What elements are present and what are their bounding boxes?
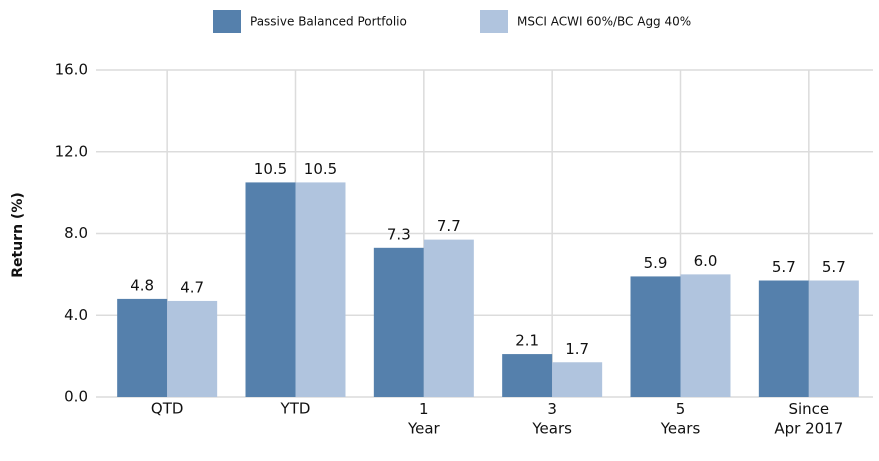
bar	[552, 362, 603, 397]
y-tick-label: 0.0	[64, 388, 88, 406]
data-label: 10.5	[254, 160, 287, 178]
data-label: 10.5	[304, 160, 337, 178]
x-tick-label: YTD	[280, 400, 311, 418]
data-label: 5.7	[822, 258, 846, 276]
data-label: 4.7	[180, 278, 204, 296]
legend-label: MSCI ACWI 60%/BC Agg 40%	[517, 15, 691, 29]
data-label: 2.1	[515, 332, 539, 350]
data-label: 4.8	[130, 276, 154, 294]
bar	[758, 280, 809, 397]
bar	[630, 276, 681, 397]
bar	[808, 280, 859, 397]
y-tick-label: 16.0	[55, 61, 88, 79]
bar	[373, 247, 424, 397]
data-label: 7.7	[437, 217, 461, 235]
x-tick-label: QTD	[151, 400, 184, 418]
bar	[117, 298, 168, 397]
data-label: 1.7	[565, 340, 589, 358]
data-label: 6.0	[694, 252, 718, 270]
legend-label: Passive Balanced Portfolio	[250, 15, 407, 29]
data-label: 7.3	[387, 225, 411, 243]
bar	[423, 239, 474, 397]
x-tick-label: 1 Year	[407, 400, 441, 438]
legend-swatch	[213, 10, 241, 33]
y-tick-label: 4.0	[64, 306, 88, 324]
x-tick-label: Since Apr 2017	[774, 400, 843, 438]
x-tick-label: 5 Years	[660, 400, 701, 438]
bar	[680, 274, 731, 397]
y-axis-label: Return (%)	[10, 192, 26, 278]
data-label: 5.9	[644, 254, 668, 272]
bar	[502, 354, 553, 397]
bar	[295, 182, 346, 397]
y-tick-label: 8.0	[64, 224, 88, 242]
legend-swatch	[480, 10, 508, 33]
x-tick-label: 3 Years	[531, 400, 572, 438]
y-tick-label: 12.0	[55, 142, 88, 160]
data-label: 5.7	[772, 258, 796, 276]
bar	[167, 300, 218, 397]
bar	[245, 182, 296, 397]
